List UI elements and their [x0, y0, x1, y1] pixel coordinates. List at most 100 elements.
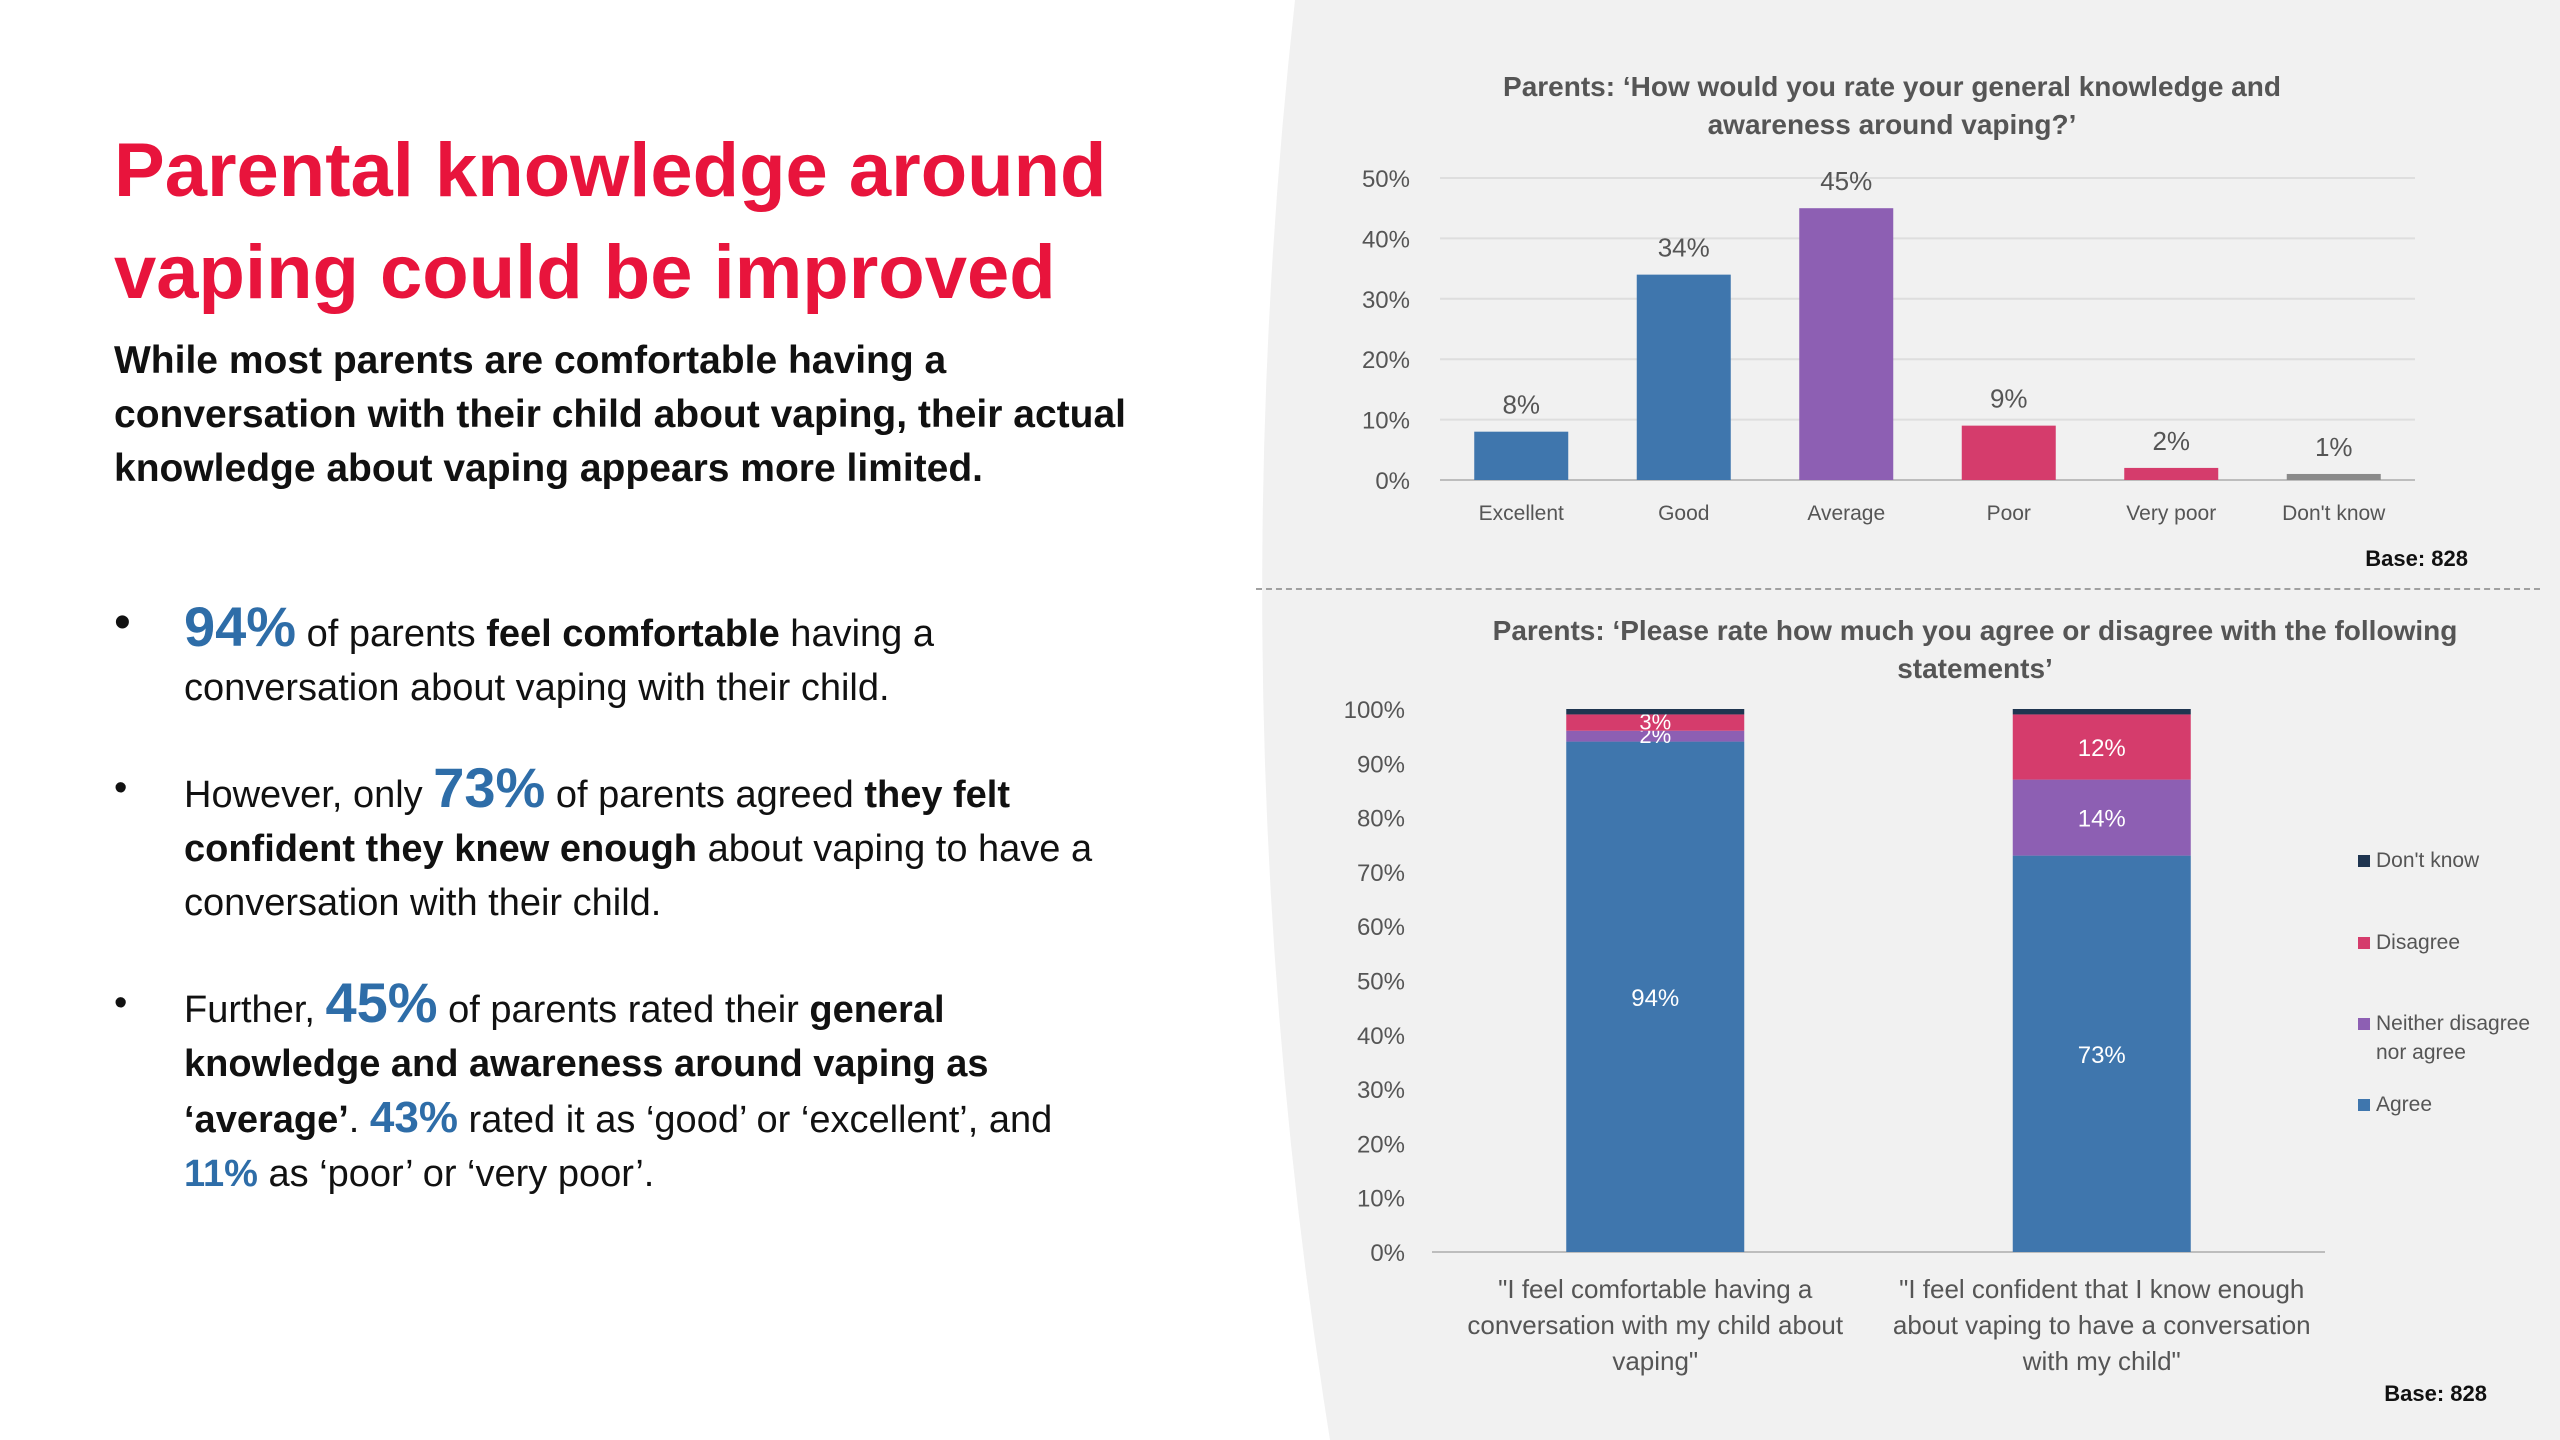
y-tick-label: 70% [1357, 860, 1405, 887]
legend-swatch [2358, 937, 2370, 949]
x-tick-label: "I feel comfortable having a [1498, 1274, 1813, 1304]
segment-value-label: 94% [1631, 985, 1679, 1012]
finding-text: . [348, 1099, 370, 1141]
finding-emphasis: they felt confident they knew enough [184, 774, 1011, 870]
finding-figure: 11% [184, 1153, 258, 1195]
legend-swatch [2358, 1099, 2370, 1111]
y-tick-label: 50% [1362, 166, 1410, 193]
finding-text: as ‘poor’ or ‘very poor’. [257, 1153, 655, 1195]
finding-figure: 45% [325, 971, 438, 1034]
slide-title-line-2: vaping could be improved [114, 230, 1056, 315]
bullet-dot: • [114, 596, 131, 649]
x-tick-label: conversation with my child about [1467, 1310, 1844, 1340]
bar-segment [2012, 855, 2191, 1252]
finding-text: rated it as ‘good’ or ‘excellent’, and [458, 1099, 1053, 1141]
y-tick-label: 10% [1362, 408, 1410, 435]
x-tick-label: Good [1658, 502, 1709, 525]
y-tick-label: 0% [1375, 468, 1410, 495]
y-tick-label: 0% [1370, 1240, 1405, 1267]
slide-title: Parental knowledge around vaping could b… [114, 120, 1134, 324]
y-tick-label: 30% [1362, 287, 1410, 314]
y-tick-label: 10% [1357, 1186, 1405, 1213]
segment-value-label: 14% [2078, 806, 2126, 833]
y-tick-label: 50% [1357, 969, 1405, 996]
finding-text: However, only [184, 774, 434, 816]
legend-swatch [2358, 1018, 2370, 1030]
bar-segment [1566, 730, 1745, 742]
x-tick-label: Excellent [1479, 502, 1564, 525]
slide-title-line-1: Parental knowledge around [114, 128, 1107, 213]
x-tick-label: with my child" [2022, 1346, 2181, 1376]
bar-value-label: 34% [1658, 233, 1710, 263]
finding-figure: 73% [433, 756, 546, 819]
finding-text: of parents rated their [437, 989, 810, 1031]
legend-label: Disagree [2376, 931, 2460, 954]
bar [2286, 473, 2381, 480]
finding-text: having a conversation about vaping with … [184, 613, 934, 709]
legend-label: Don't know [2376, 849, 2480, 872]
legend-label: Agree [2376, 1093, 2432, 1116]
bar-segment [2012, 779, 2191, 856]
bar-segment [1566, 714, 1745, 731]
y-tick-label: 30% [1357, 1077, 1405, 1104]
finding-text: Further, [184, 989, 326, 1031]
bar-value-label: 8% [1502, 390, 1540, 420]
bullet-dot: • [114, 767, 128, 809]
bar-segment [1566, 741, 1745, 1252]
slide-subtitle: While most parents are comfortable havin… [114, 339, 1126, 490]
x-tick-label: Average [1807, 502, 1885, 525]
legend-label: nor agree [2376, 1041, 2466, 1064]
bar-segment [2012, 709, 2191, 715]
finding-knowledge-rating: • Further, 45% of parents rated their ge… [114, 975, 1114, 1201]
segment-value-label: 12% [2078, 735, 2126, 762]
slide-text-header: Parental knowledge around vaping could b… [114, 120, 1134, 496]
base-note: Base: 828 [2384, 1381, 2487, 1406]
base-note: Base: 828 [2365, 546, 2468, 571]
finding-emphasis: general knowledge and awareness around v… [184, 989, 989, 1141]
bar [1961, 425, 2056, 480]
bar-segment [2012, 714, 2191, 780]
finding-figure: 43% [369, 1093, 458, 1142]
x-tick-label: vaping" [1612, 1346, 1698, 1376]
y-tick-label: 60% [1357, 914, 1405, 941]
x-tick-label: Very poor [2126, 502, 2216, 525]
chart-title: Parents: ‘Please rate how much you agree… [1493, 615, 2458, 646]
x-tick-label: "I feel confident that I know enough [1899, 1274, 2304, 1304]
y-tick-label: 20% [1357, 1131, 1405, 1158]
bar-value-label: 1% [2315, 432, 2353, 462]
y-tick-label: 40% [1362, 226, 1410, 253]
chart-title: statements’ [1897, 653, 2053, 684]
x-tick-label: about vaping to have a conversation [1893, 1310, 2311, 1340]
finding-figure: 94% [184, 595, 297, 658]
bar-value-label: 45% [1820, 166, 1872, 196]
legend-label: Neither disagree [2376, 1012, 2530, 1035]
finding-text: of parents [296, 613, 487, 655]
finding-comfortable: • 94% of parents feel comfortable having… [114, 596, 1114, 715]
chart-title: awareness around vaping?’ [1708, 109, 2077, 140]
bar [1474, 431, 1569, 480]
x-tick-label: Poor [1987, 502, 2031, 525]
bar [1799, 208, 1894, 480]
y-tick-label: 100% [1344, 697, 1405, 724]
finding-text: of parents agreed [545, 774, 865, 816]
bar-segment [1566, 709, 1745, 715]
bar [2124, 467, 2219, 480]
finding-text: about vaping to have a conversation with… [184, 828, 1093, 924]
bullet-dot: • [114, 982, 128, 1024]
bar [1636, 274, 1731, 480]
y-tick-label: 80% [1357, 806, 1405, 833]
x-tick-label: Don't know [2282, 502, 2386, 525]
finding-confident: • However, only 73% of parents agreed th… [114, 760, 1114, 930]
y-tick-label: 90% [1357, 751, 1405, 778]
legend-swatch [2358, 855, 2370, 867]
y-tick-label: 40% [1357, 1023, 1405, 1050]
segment-value-label: 73% [2078, 1042, 2126, 1069]
y-tick-label: 20% [1362, 347, 1410, 374]
bar-value-label: 9% [1990, 384, 2028, 414]
key-findings-list: • 94% of parents feel comfortable having… [114, 596, 1114, 1247]
finding-emphasis: feel comfortable [486, 613, 780, 655]
chart-divider [1256, 588, 2540, 590]
chart-title: Parents: ‘How would you rate your genera… [1503, 71, 2281, 102]
